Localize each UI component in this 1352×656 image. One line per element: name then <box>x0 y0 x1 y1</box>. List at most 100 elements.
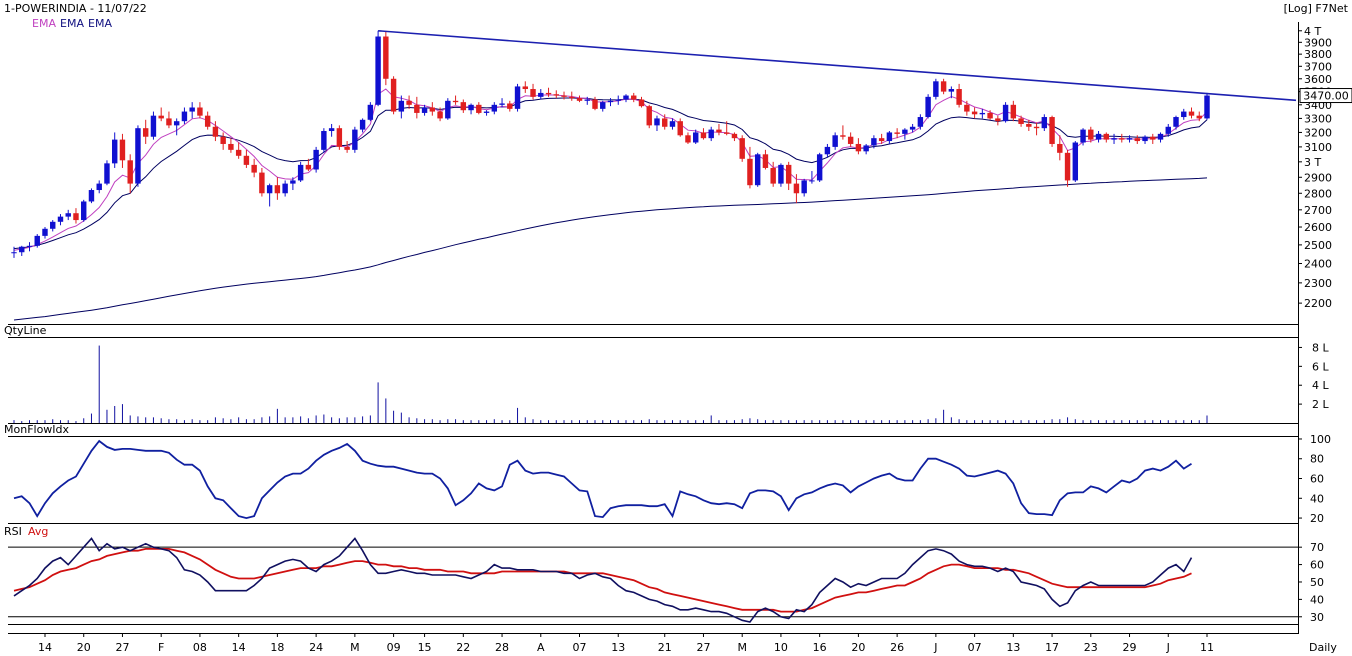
price-axis-tick-label: 3600 <box>1304 73 1332 86</box>
scale-label: [Log] F7Net <box>1284 2 1349 15</box>
x-axis-tick-label: 07 <box>573 641 587 654</box>
candle-body <box>251 164 257 173</box>
candle-body <box>971 111 978 115</box>
candle-body <box>375 36 381 105</box>
price-axis-tick-label: 3 T <box>1304 156 1321 169</box>
candle-body <box>824 146 831 155</box>
x-axis-tick-label: 27 <box>115 641 129 654</box>
price-axis-tick-label: 4 T <box>1304 25 1321 38</box>
volume-panel <box>13 345 1208 423</box>
x-axis-tick-label: 11 <box>1200 641 1214 654</box>
candle-body <box>925 96 931 118</box>
rsi-axis-tick-label: 60 <box>1310 559 1324 572</box>
candle-body <box>948 89 955 92</box>
candle-body <box>81 201 87 221</box>
x-axis-tick-label: J <box>1166 641 1170 654</box>
candle-body <box>1080 129 1086 143</box>
x-axis-tick-label: A <box>537 641 545 654</box>
candle-body <box>847 136 854 144</box>
x-axis-tick-label: M <box>350 641 360 654</box>
ema-short-line <box>13 88 1208 251</box>
candle-body <box>1188 111 1195 116</box>
price-axis-tick-label: 2900 <box>1304 171 1332 184</box>
candle-body <box>468 104 474 111</box>
candle-body <box>274 185 281 194</box>
mfi-axis-tick-label: 80 <box>1310 453 1324 466</box>
x-axis-tick-label: 16 <box>813 641 827 654</box>
candle-body <box>545 92 552 95</box>
candle-body <box>483 111 490 113</box>
x-axis-tick-label: 14 <box>232 641 246 654</box>
candle-body <box>34 235 40 246</box>
candle-body <box>1088 129 1094 140</box>
candle-body <box>204 115 211 127</box>
candle-body <box>871 138 877 146</box>
candle-body <box>398 100 405 112</box>
x-axis-tick-label: 21 <box>658 641 672 654</box>
candle-body <box>1095 133 1102 140</box>
candle-body <box>762 154 769 168</box>
price-axis-tick-label: 2300 <box>1304 277 1332 290</box>
candle-body <box>1002 104 1009 122</box>
candle-body <box>282 183 288 194</box>
candle-body <box>677 121 683 136</box>
candle-body <box>390 78 397 112</box>
candle-body <box>522 86 528 90</box>
candle-body <box>452 100 459 103</box>
price-panel <box>11 29 1297 321</box>
candle-body <box>142 128 149 137</box>
candle-body <box>57 216 64 222</box>
x-axis-tick-label: 22 <box>456 641 470 654</box>
candle-body <box>979 112 986 115</box>
candle-body <box>1181 111 1187 118</box>
candle-body <box>235 149 242 156</box>
candle-body <box>367 104 374 120</box>
resistance-trendline <box>378 29 1297 102</box>
candle-body <box>553 94 559 96</box>
candle-body <box>902 129 908 134</box>
candle-body <box>158 115 164 119</box>
price-axis-tick-label: 3100 <box>1304 141 1332 154</box>
candle-body <box>1204 95 1210 119</box>
rsi-line <box>13 537 1193 623</box>
x-axis-tick-label: 08 <box>193 641 207 654</box>
x-axis-tick-label: 20 <box>851 641 865 654</box>
candle-body <box>414 104 420 113</box>
candle-body <box>894 132 900 134</box>
candle-body <box>933 81 939 97</box>
candle-body <box>801 180 807 194</box>
volume-axis-tick-label: 4 L <box>1312 379 1329 392</box>
candle-body <box>631 95 637 100</box>
candle-body <box>42 228 48 236</box>
candle-body <box>1103 133 1110 140</box>
chart-title: 1-POWERINDIA - 11/07/22 <box>4 2 147 15</box>
candle-body <box>584 99 590 101</box>
candle-body <box>1010 104 1017 119</box>
candle-body <box>344 146 350 150</box>
price-axis-tick-label: 2800 <box>1304 187 1332 200</box>
candle-body <box>700 132 707 139</box>
candle-body <box>1111 138 1117 140</box>
candle-body <box>1026 123 1032 127</box>
candle-body <box>964 104 970 112</box>
candle-body <box>816 154 823 181</box>
candle-body <box>754 154 761 186</box>
candle-body <box>1049 117 1055 144</box>
price-axis-tick-label: 3800 <box>1304 48 1332 61</box>
price-axis-tick-label: 3900 <box>1304 36 1332 49</box>
candle-body <box>429 107 436 112</box>
candle-body <box>50 221 56 229</box>
candle-body <box>437 111 443 119</box>
price-axis-tick-label: 3700 <box>1304 60 1332 73</box>
price-axis-tick-label: 2600 <box>1304 221 1332 234</box>
x-axis-tick-label: 26 <box>890 641 904 654</box>
price-axis-tick-label: 3300 <box>1304 112 1332 125</box>
candle-body <box>770 167 776 184</box>
candle-body <box>228 143 234 150</box>
candle-body <box>305 164 312 170</box>
candle-body <box>127 160 133 184</box>
candle-body <box>383 36 389 79</box>
candle-body <box>1057 143 1063 153</box>
candle-body <box>321 131 327 150</box>
x-axis-tick-label: M <box>737 641 747 654</box>
